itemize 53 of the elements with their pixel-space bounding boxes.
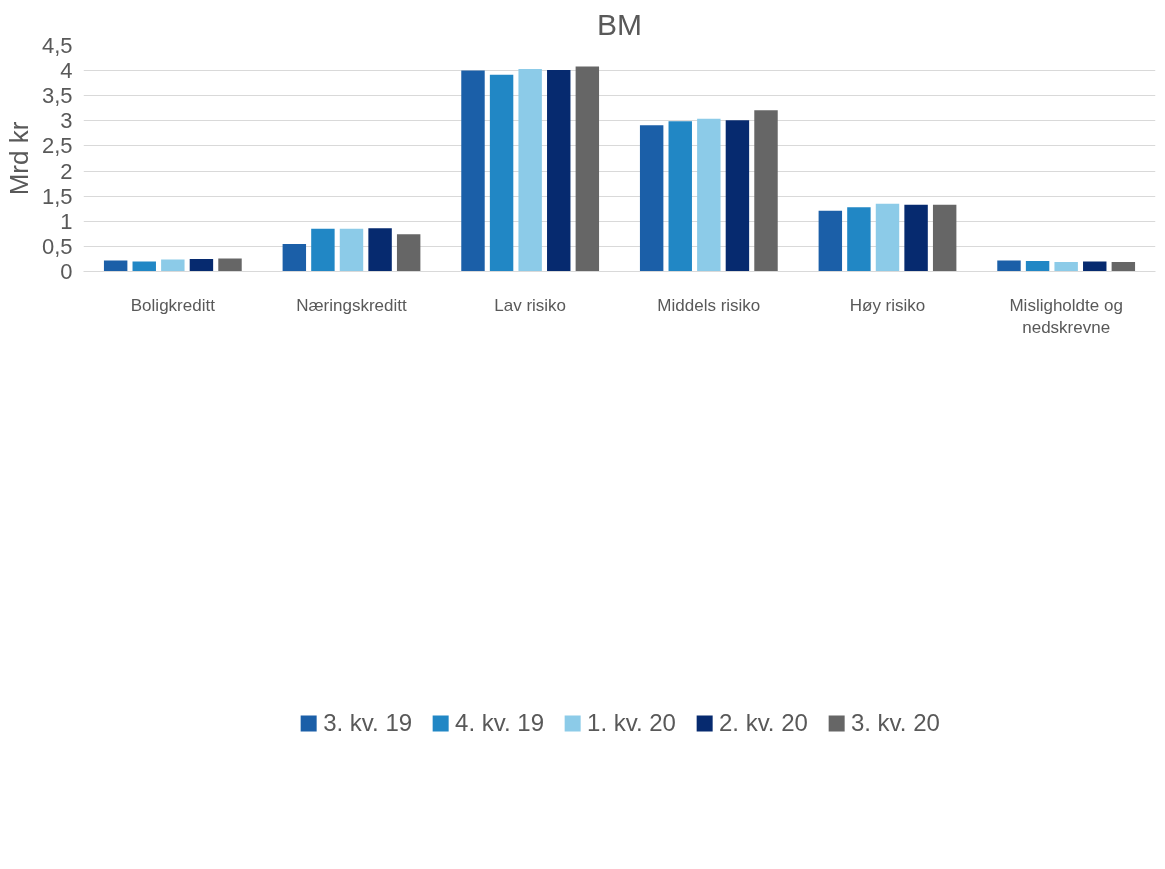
bar [1054, 261, 1078, 272]
bar [575, 66, 600, 272]
y-axis-title: Mrd kr [3, 121, 34, 196]
x-tick-label: Næringskreditt [296, 295, 408, 315]
y-tick-label: 0,5 [41, 233, 73, 259]
legend-label: 3. kv. 19 [323, 709, 413, 737]
bar [725, 120, 750, 272]
bar [697, 118, 721, 272]
y-tick-label: 3 [60, 108, 73, 134]
bar [518, 69, 542, 272]
legend-label: 3. kv. 20 [850, 709, 940, 737]
y-tick-label: 0 [60, 259, 73, 284]
x-tick-label: Middels risiko [657, 295, 761, 315]
x-tick-label: Boligkreditt [130, 295, 216, 315]
bar [1111, 261, 1136, 272]
y-tick-label: 2 [60, 158, 73, 184]
bar [818, 210, 843, 272]
y-tick-label: 3,5 [41, 83, 73, 109]
bar [218, 258, 242, 272]
bar [1025, 260, 1050, 272]
bar [668, 121, 692, 272]
bar [904, 204, 928, 272]
chart-title: BM [597, 7, 642, 41]
legend-label: 2. kv. 20 [718, 709, 808, 737]
bar [997, 260, 1021, 272]
bar [189, 258, 214, 272]
bar [547, 70, 571, 272]
y-tick-label: 1 [60, 208, 73, 234]
bar [461, 70, 485, 272]
bar [639, 125, 664, 272]
bar [103, 260, 128, 272]
x-tick-label: Høy risiko [849, 295, 926, 315]
bar [932, 204, 957, 272]
bar [339, 228, 364, 272]
x-tick-label: Misligholdte og nedskrevne [1009, 295, 1123, 338]
bar [875, 203, 900, 272]
bar [1083, 261, 1107, 272]
bar [282, 243, 307, 272]
y-tick-label: 4 [60, 58, 73, 84]
y-tick-label: 2,5 [41, 133, 73, 159]
y-tick-label: 4,5 [41, 33, 73, 58]
legend-label: 4. kv. 19 [455, 709, 545, 737]
bar [489, 74, 514, 272]
bar [368, 228, 392, 272]
bar [161, 259, 185, 272]
bar [754, 110, 778, 272]
bar [132, 261, 156, 272]
legend-label: 1. kv. 20 [587, 709, 676, 737]
bar [311, 228, 335, 272]
bar [847, 207, 871, 272]
y-tick-label: 1,5 [41, 183, 73, 209]
x-tick-label: Lav risiko [494, 295, 567, 315]
bar [396, 234, 421, 272]
